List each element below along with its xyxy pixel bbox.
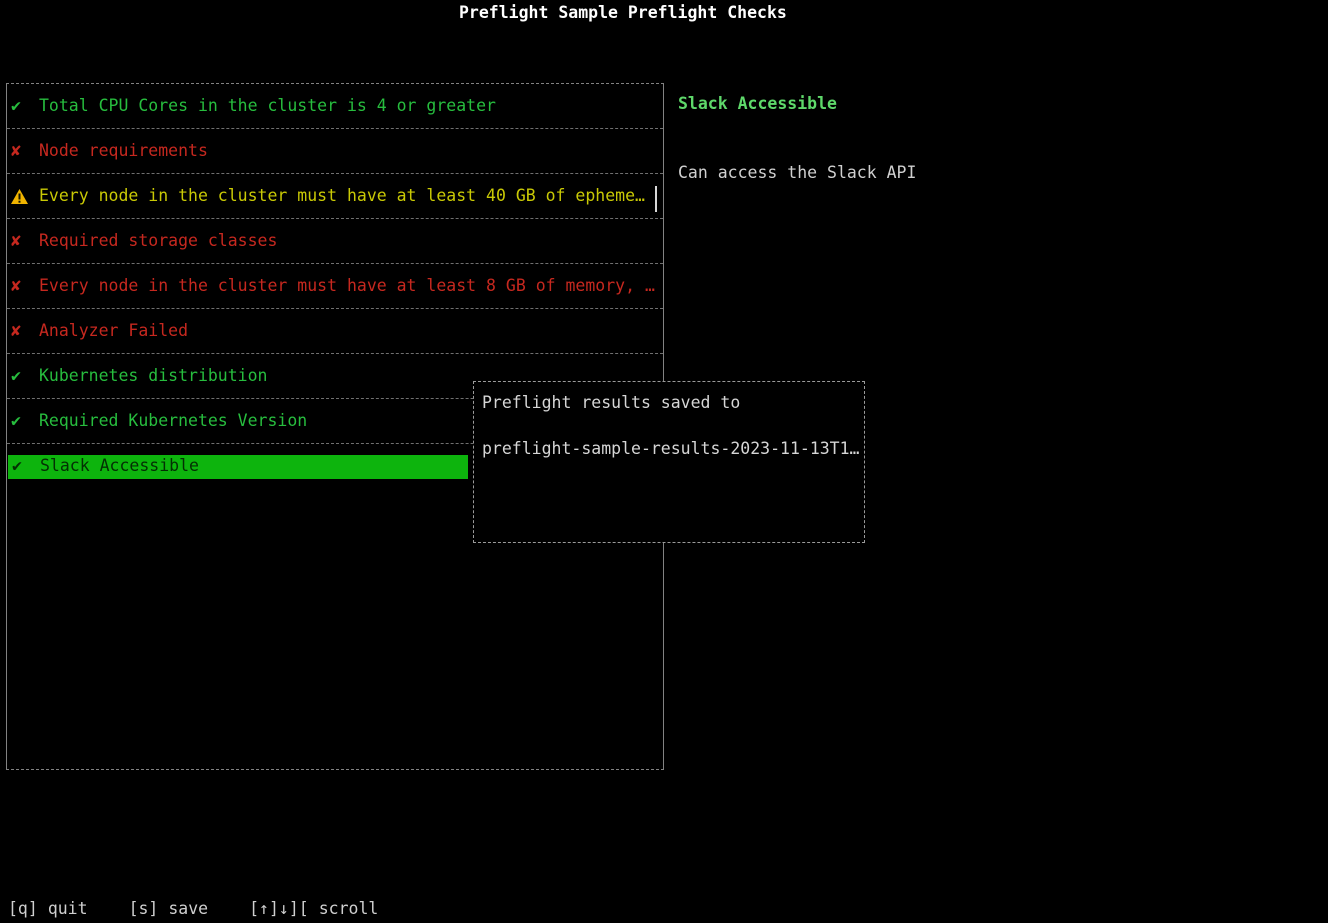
text-cursor bbox=[655, 186, 657, 212]
check-item[interactable]: ✘ Every node in the cluster must have at … bbox=[7, 264, 663, 309]
check-list: ✔ Total CPU Cores in the cluster is 4 or … bbox=[7, 84, 663, 489]
save-label: save bbox=[168, 899, 209, 918]
check-line: ✘ Required storage classes bbox=[7, 229, 277, 253]
check-item[interactable]: ✔ Required Kubernetes Version bbox=[7, 399, 663, 444]
save-binding[interactable]: [s] save bbox=[129, 899, 209, 920]
check-label: Total CPU Cores in the cluster is 4 or g… bbox=[39, 95, 496, 115]
check-icon: ✔ bbox=[11, 410, 21, 430]
quit-binding[interactable]: [q] quit bbox=[8, 899, 88, 920]
check-list-panel: ✔ Total CPU Cores in the cluster is 4 or … bbox=[6, 83, 664, 770]
detail-heading: Slack Accessible bbox=[678, 94, 837, 113]
check-label: Analyzer Failed bbox=[39, 320, 189, 340]
check-line: ✘ Every node in the cluster must have at … bbox=[7, 274, 655, 298]
results-saved-modal: Preflight results saved to preflight-sam… bbox=[473, 381, 865, 543]
quit-label: quit bbox=[47, 899, 88, 918]
check-item[interactable]: ✘ Required storage classes bbox=[7, 219, 663, 264]
modal-message: Preflight results saved to bbox=[482, 393, 741, 412]
x-icon: ✘ bbox=[11, 275, 21, 295]
x-icon: ✘ bbox=[11, 140, 21, 160]
quit-key: [q] bbox=[8, 899, 38, 918]
check-icon: ✔ bbox=[11, 365, 21, 385]
check-label: Every node in the cluster must have at l… bbox=[39, 185, 645, 205]
check-label: Required Kubernetes Version bbox=[39, 410, 308, 430]
save-key: [s] bbox=[128, 899, 159, 918]
warning-triangle-icon bbox=[11, 188, 31, 204]
check-line: Every node in the cluster must have at l… bbox=[7, 184, 645, 208]
x-icon: ✘ bbox=[11, 230, 21, 250]
check-line: ✔ Total CPU Cores in the cluster is 4 or … bbox=[7, 94, 496, 118]
check-icon: ✔ bbox=[11, 95, 21, 115]
check-line: ✔ Kubernetes distribution bbox=[7, 364, 267, 388]
check-line: ✘ Analyzer Failed bbox=[7, 319, 188, 343]
check-item[interactable]: ✘ Node requirements bbox=[7, 129, 663, 174]
check-line: ✘ Node requirements bbox=[7, 139, 208, 163]
check-item[interactable]: ✔ Total CPU Cores in the cluster is 4 or … bbox=[7, 84, 663, 129]
check-label: Node requirements bbox=[39, 140, 208, 160]
check-line: ✔ Required Kubernetes Version bbox=[7, 409, 307, 433]
scroll-binding[interactable]: [↑]↓][ scroll bbox=[249, 899, 378, 920]
detail-body: Can access the Slack API bbox=[678, 162, 917, 182]
scroll-label: scroll bbox=[318, 899, 379, 918]
check-item[interactable]: ✔ Slack Accessible bbox=[7, 444, 663, 489]
check-label: Slack Accessible bbox=[40, 456, 199, 476]
check-icon: ✔ bbox=[12, 456, 22, 476]
check-line: ✔ Slack Accessible bbox=[8, 454, 468, 479]
check-item[interactable]: ✔ Kubernetes distribution bbox=[7, 354, 663, 399]
check-label: Required storage classes bbox=[39, 230, 278, 250]
keybinding-footer: [q] quit [s] save [↑]↓][ scroll bbox=[8, 899, 419, 920]
scroll-key: [↑]↓][ bbox=[249, 899, 309, 918]
x-icon: ✘ bbox=[11, 320, 21, 340]
check-item[interactable]: ✘ Analyzer Failed bbox=[7, 309, 663, 354]
check-item[interactable]: Every node in the cluster must have at l… bbox=[7, 174, 663, 219]
modal-filename: preflight-sample-results-2023-11-13T1… bbox=[482, 438, 860, 458]
detail-pane: Slack Accessible Can access the Slack AP… bbox=[678, 94, 916, 183]
check-label: Every node in the cluster must have at l… bbox=[39, 275, 655, 295]
check-label: Kubernetes distribution bbox=[39, 365, 268, 385]
page-title: Preflight Sample Preflight Checks bbox=[459, 3, 787, 22]
